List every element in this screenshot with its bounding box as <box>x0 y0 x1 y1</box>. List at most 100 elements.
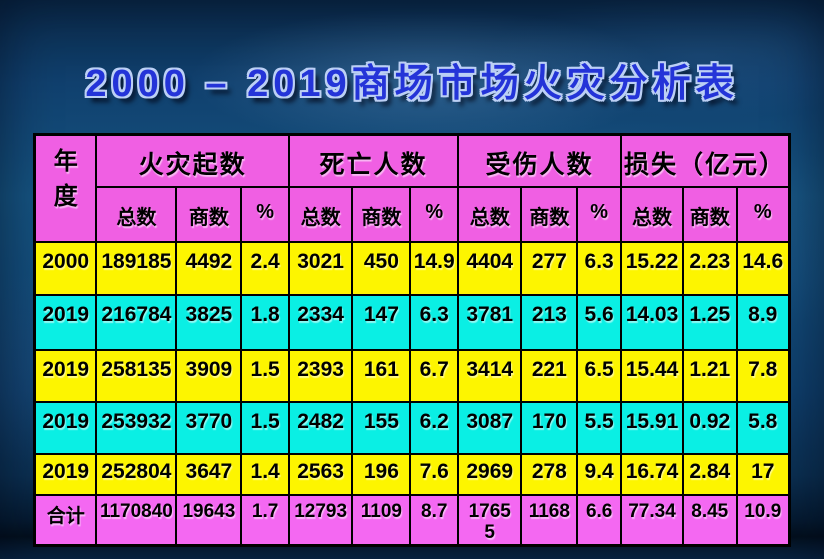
data-cell: 2393 <box>287 348 354 403</box>
data-cell: 3770 <box>175 400 243 455</box>
data-cell: 14.9 <box>409 240 459 296</box>
data-cell: 3647 <box>175 452 243 496</box>
year-column-header: 年度 <box>33 133 98 243</box>
data-cell: 1.25 <box>681 293 738 351</box>
data-cell: 3087 <box>456 400 523 455</box>
data-cell: 8.9 <box>735 293 791 351</box>
data-cell: 3021 <box>287 240 354 296</box>
data-cell: 1.5 <box>240 400 290 455</box>
deaths-total-header: 总数 <box>287 185 354 243</box>
data-cell: 1.7 <box>240 493 290 547</box>
data-cell: 5.5 <box>576 400 623 455</box>
fires-mall-header: 商数 <box>175 185 243 243</box>
year-cell: 2019 <box>33 293 98 351</box>
data-cell: 6.2 <box>409 400 459 455</box>
data-cell: 2482 <box>287 400 354 455</box>
wrapped-value: 17655 <box>468 500 511 543</box>
data-cell: 12793 <box>287 493 354 547</box>
data-cell: 1109 <box>351 493 412 547</box>
table-row: 2019 252804 3647 1.4 2563 196 7.6 2969 2… <box>33 452 791 496</box>
data-cell: 3414 <box>456 348 523 403</box>
data-cell: 6.7 <box>409 348 459 403</box>
data-cell: 77.34 <box>620 493 684 547</box>
data-cell: 16.74 <box>620 452 684 496</box>
injuries-group-header: 受伤人数 <box>456 133 623 188</box>
year-header-label: 年度 <box>53 148 78 210</box>
year-cell: 2019 <box>33 400 98 455</box>
data-cell: 147 <box>351 293 412 351</box>
data-cell: 1.8 <box>240 293 290 351</box>
data-cell: 2334 <box>287 293 354 351</box>
fire-analysis-table-container: 年度 火灾起数 死亡人数 受伤人数 损失（亿元） 总数 商数 % 总数 商数 %… <box>33 133 791 547</box>
injuries-pct-header: % <box>576 185 623 243</box>
fire-analysis-table: 年度 火灾起数 死亡人数 受伤人数 损失（亿元） 总数 商数 % 总数 商数 %… <box>33 133 791 547</box>
data-cell: 221 <box>520 348 579 403</box>
data-cell: 6.3 <box>576 240 623 296</box>
data-cell: 5.8 <box>735 400 791 455</box>
data-cell: 4492 <box>175 240 243 296</box>
data-cell: 3781 <box>456 293 523 351</box>
data-cell: 196 <box>351 452 412 496</box>
data-cell: 1168 <box>520 493 579 547</box>
table-row: 2019 253932 3770 1.5 2482 155 6.2 3087 1… <box>33 400 791 455</box>
data-cell: 155 <box>351 400 412 455</box>
data-cell: 213 <box>520 293 579 351</box>
year-cell: 2019 <box>33 348 98 403</box>
data-cell: 2.84 <box>681 452 738 496</box>
data-cell: 161 <box>351 348 412 403</box>
deaths-mall-header: 商数 <box>351 185 412 243</box>
fires-group-header: 火灾起数 <box>95 133 290 188</box>
table-row: 2019 216784 3825 1.8 2334 147 6.3 3781 2… <box>33 293 791 351</box>
losses-pct-header: % <box>735 185 791 243</box>
losses-mall-header: 商数 <box>681 185 738 243</box>
data-cell: 170 <box>520 400 579 455</box>
data-cell: 15.22 <box>620 240 684 296</box>
losses-group-header: 损失（亿元） <box>620 133 791 188</box>
fires-pct-header: % <box>240 185 290 243</box>
data-cell: 6.5 <box>576 348 623 403</box>
data-cell: 278 <box>520 452 579 496</box>
data-cell: 2.4 <box>240 240 290 296</box>
data-cell: 17655 <box>456 493 523 547</box>
data-cell: 3825 <box>175 293 243 351</box>
data-cell: 2.23 <box>681 240 738 296</box>
slide-title: 2000 – 2019商场市场火灾分析表 <box>85 63 739 105</box>
data-cell: 5.6 <box>576 293 623 351</box>
data-cell: 7.6 <box>409 452 459 496</box>
deaths-group-header: 死亡人数 <box>287 133 460 188</box>
total-label-cell: 合计 <box>33 493 98 547</box>
data-cell: 6.6 <box>576 493 623 547</box>
data-cell: 450 <box>351 240 412 296</box>
table-row: 2019 258135 3909 1.5 2393 161 6.7 3414 2… <box>33 348 791 403</box>
year-cell: 2019 <box>33 452 98 496</box>
data-cell: 1.5 <box>240 348 290 403</box>
data-cell: 1170840 <box>95 493 178 547</box>
losses-total-header: 总数 <box>620 185 684 243</box>
data-cell: 1.21 <box>681 348 738 403</box>
injuries-mall-header: 商数 <box>520 185 579 243</box>
data-cell: 189185 <box>95 240 178 296</box>
data-cell: 7.8 <box>735 348 791 403</box>
data-cell: 1.4 <box>240 452 290 496</box>
data-cell: 3909 <box>175 348 243 403</box>
data-cell: 252804 <box>95 452 178 496</box>
data-cell: 0.92 <box>681 400 738 455</box>
data-cell: 4404 <box>456 240 523 296</box>
data-cell: 216784 <box>95 293 178 351</box>
data-cell: 253932 <box>95 400 178 455</box>
header-sub-row: 总数 商数 % 总数 商数 % 总数 商数 % 总数 商数 % <box>35 185 791 243</box>
header-group-row: 年度 火灾起数 死亡人数 受伤人数 损失（亿元） <box>33 133 791 243</box>
data-cell: 10.9 <box>735 493 791 547</box>
injuries-total-header: 总数 <box>456 185 523 243</box>
data-cell: 14.03 <box>620 293 684 351</box>
data-cell: 277 <box>520 240 579 296</box>
fires-total-header: 总数 <box>95 185 178 243</box>
data-cell: 15.44 <box>620 348 684 403</box>
data-cell: 8.7 <box>409 493 459 547</box>
data-cell: 6.3 <box>409 293 459 351</box>
table-row: 2000 189185 4492 2.4 3021 450 14.9 4404 … <box>33 240 791 296</box>
data-cell: 2563 <box>287 452 354 496</box>
data-cell: 14.6 <box>735 240 791 296</box>
data-cell: 19643 <box>175 493 243 547</box>
